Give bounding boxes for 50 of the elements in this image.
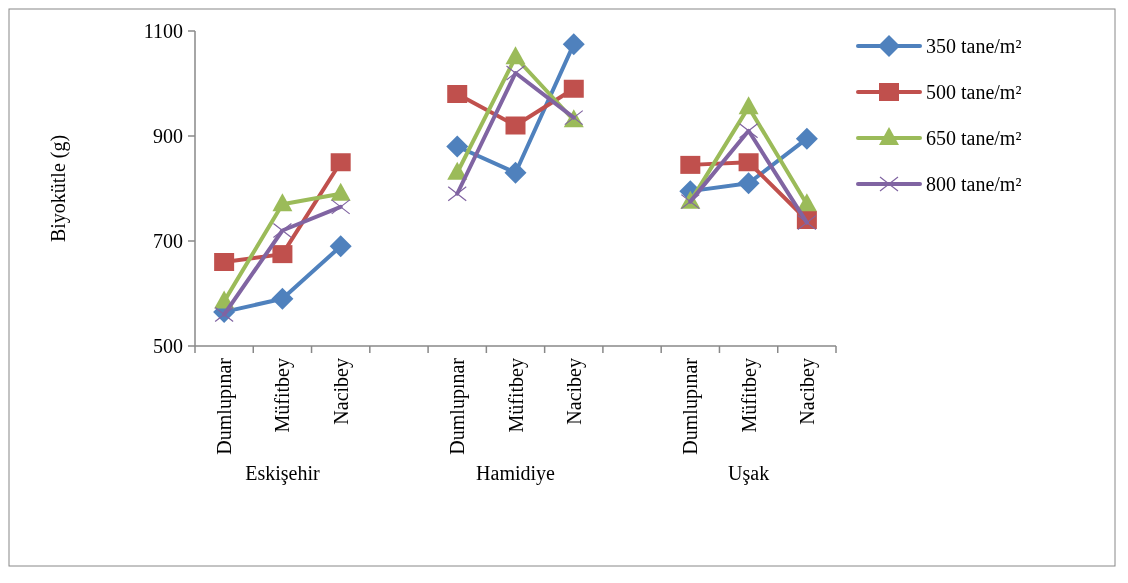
- point: [329, 235, 352, 258]
- legend-label: 800 tane/m²: [926, 173, 1022, 195]
- point: [272, 193, 293, 212]
- x-tick-label: Dumlupınar: [446, 357, 470, 455]
- point: [737, 172, 760, 195]
- point: [271, 287, 294, 310]
- y-tick-label: 900: [153, 125, 183, 147]
- point: [505, 65, 526, 81]
- point: [505, 116, 526, 135]
- x-tick-label: Dumlupınar: [679, 357, 703, 455]
- point: [680, 155, 701, 174]
- point: [680, 194, 700, 210]
- point: [272, 222, 293, 239]
- point: [447, 186, 467, 202]
- point: [738, 123, 759, 139]
- x-tick-label: Müfitbey: [504, 358, 528, 433]
- point: [447, 85, 468, 103]
- point: [272, 245, 293, 264]
- point: [562, 33, 585, 56]
- point: [504, 161, 527, 184]
- point: [738, 96, 759, 115]
- point: [214, 306, 234, 323]
- point: [738, 153, 759, 172]
- text: Hamidiye: [476, 462, 556, 485]
- y-axis-title: Biyokütle (g): [47, 134, 70, 243]
- y-tick-label: 500: [153, 335, 183, 357]
- point: [331, 199, 351, 215]
- legend-label: 500 tane/m²: [926, 81, 1022, 103]
- point: [330, 182, 351, 201]
- x-tick-label: Nacibey: [795, 358, 819, 425]
- point: [796, 193, 817, 212]
- point: [563, 79, 584, 98]
- legend-label: 650 tane/m²: [926, 127, 1022, 149]
- x-tick-label: Nacibey: [329, 358, 353, 425]
- text: Uşak: [728, 462, 770, 485]
- y-tick-label: 1100: [143, 20, 183, 42]
- legend-label: 350 tane/m²: [926, 35, 1022, 57]
- y-tick-label: 700: [153, 230, 183, 252]
- x-tick-label: Müfitbey: [737, 358, 761, 433]
- text: Eskişehir: [245, 462, 320, 485]
- point: [795, 127, 818, 150]
- point: [330, 153, 351, 172]
- point: [214, 253, 235, 271]
- point: [446, 135, 469, 158]
- x-tick-label: Nacibey: [562, 358, 586, 425]
- x-tick-label: Müfitbey: [271, 358, 295, 433]
- point: [447, 161, 468, 180]
- x-tick-label: Dumlupınar: [213, 357, 237, 455]
- point: [797, 215, 817, 231]
- point: [505, 46, 526, 65]
